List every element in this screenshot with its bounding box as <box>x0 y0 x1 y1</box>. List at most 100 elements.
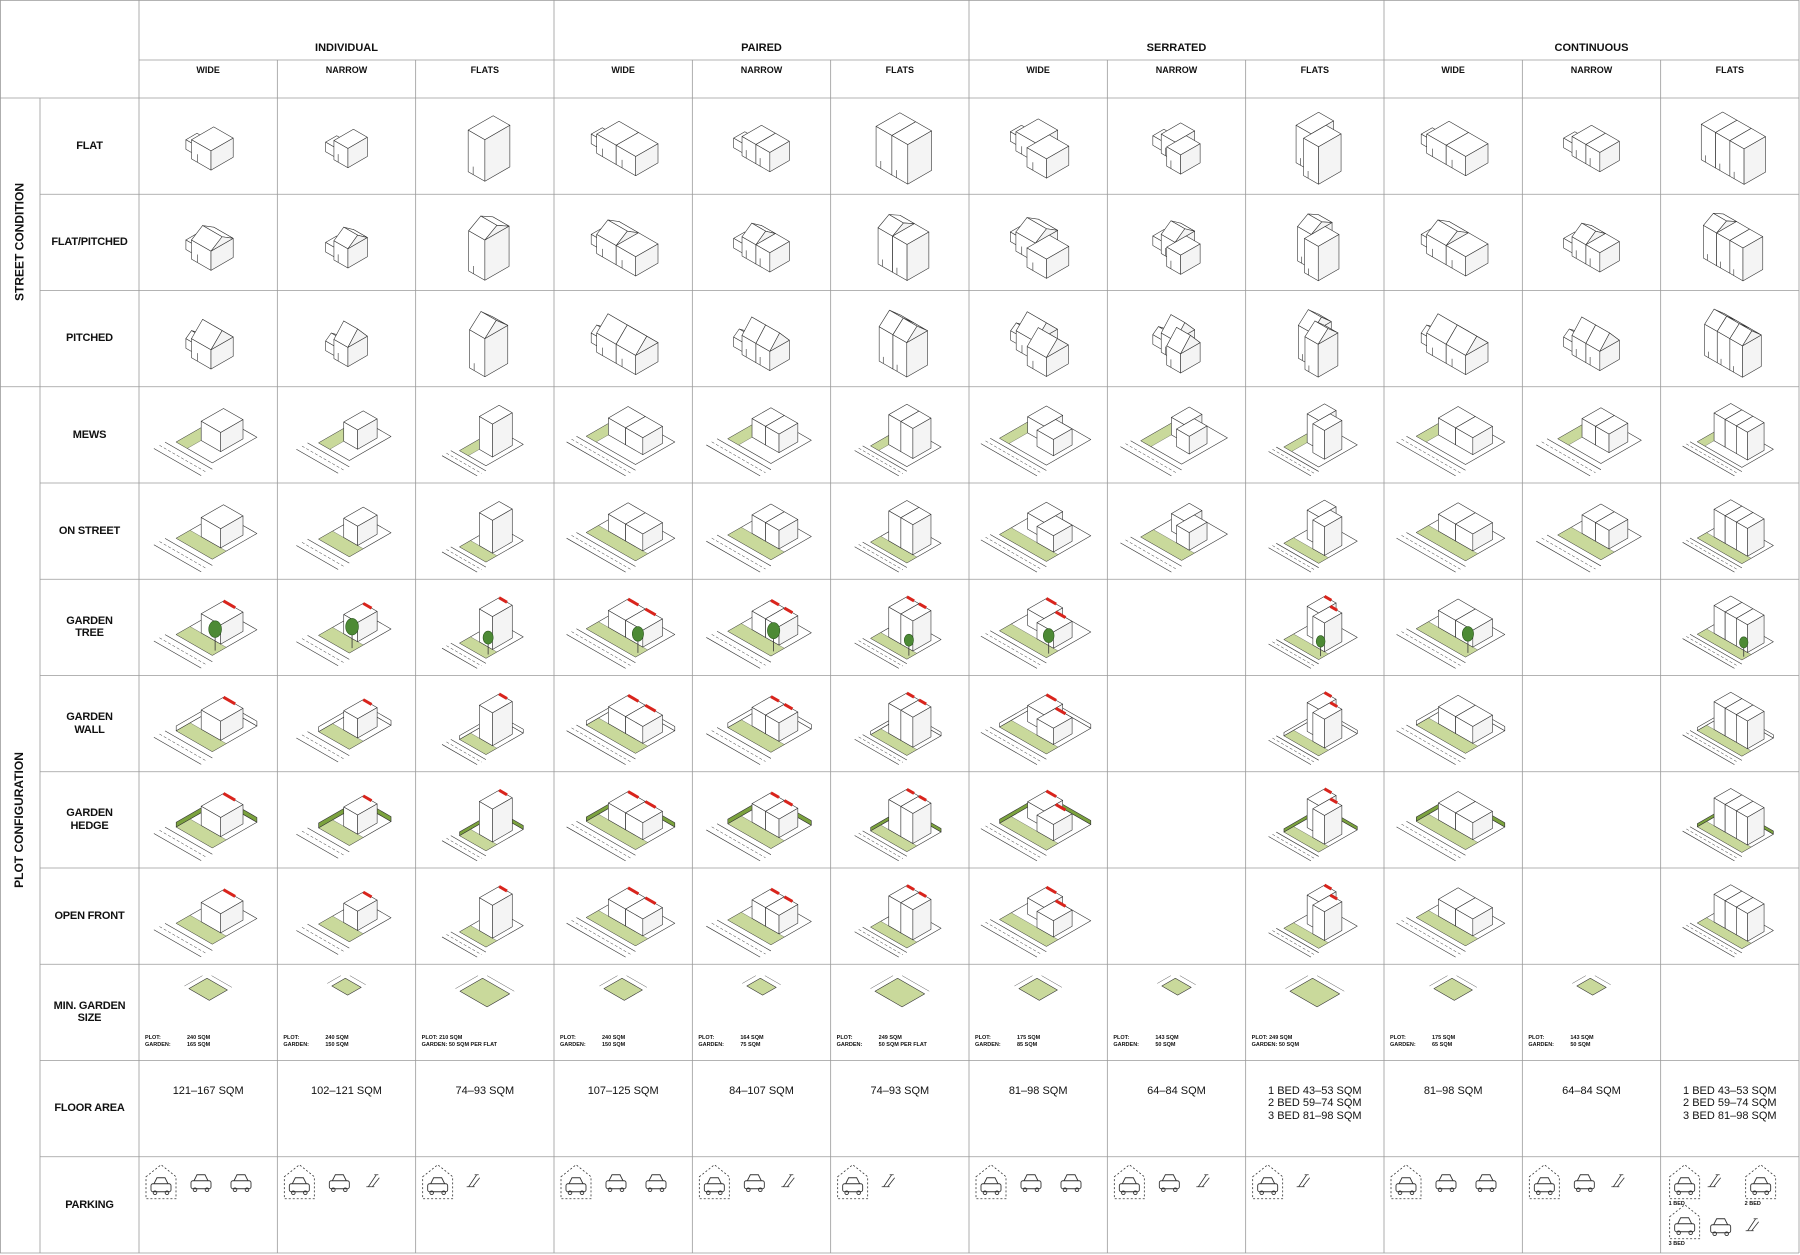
cell-drawing <box>742 975 781 996</box>
car-body <box>1533 1183 1555 1193</box>
car-wheel <box>619 1187 625 1193</box>
edge <box>153 929 202 958</box>
tree-crown <box>208 620 222 638</box>
column-label: NARROW <box>1570 64 1613 75</box>
edge <box>566 922 626 958</box>
car-wheel <box>1688 1230 1693 1235</box>
edge <box>1401 727 1461 763</box>
cell-drawing <box>980 597 1092 669</box>
shape <box>912 706 932 748</box>
car-wheel <box>1397 1190 1403 1196</box>
car-wheel <box>746 1187 751 1193</box>
cell-drawing <box>441 501 524 573</box>
cell-drawing <box>1120 406 1228 477</box>
garden-size-label: PLOT: <box>836 1034 853 1041</box>
car-wheel <box>1074 1187 1080 1193</box>
edge <box>783 799 794 807</box>
edge <box>858 832 903 859</box>
garden-size-label: GARDEN: <box>698 1041 724 1048</box>
shape <box>1053 813 1073 842</box>
shape <box>874 977 925 1008</box>
shape <box>1608 422 1629 453</box>
cell-drawing <box>185 126 234 171</box>
edge <box>159 926 207 954</box>
garden-size-label: GARDEN: 50 SQM PER FLAT <box>421 1041 498 1048</box>
cell-drawing <box>706 695 812 765</box>
shape <box>210 330 234 351</box>
shape <box>907 130 932 185</box>
cell-drawing <box>296 890 392 955</box>
shape <box>642 811 663 840</box>
edge <box>862 541 908 568</box>
tree-crown <box>482 630 494 645</box>
edge <box>296 641 339 667</box>
edge <box>1054 610 1067 619</box>
edge <box>296 737 339 763</box>
cell-drawing <box>441 885 524 958</box>
edge <box>1689 922 1743 954</box>
shape <box>1742 236 1764 282</box>
cell-drawing <box>325 128 368 168</box>
car-body <box>1674 1183 1696 1193</box>
garden-size-label: GARDEN: <box>283 1041 309 1048</box>
car-wheel <box>152 1190 158 1196</box>
tree-crown <box>1739 636 1749 649</box>
shape <box>769 332 790 352</box>
shape <box>1747 518 1765 557</box>
edge <box>1536 444 1591 477</box>
car-wheel <box>192 1187 198 1193</box>
edge <box>854 835 899 862</box>
shape <box>635 143 659 176</box>
cell-drawing <box>325 320 368 367</box>
bike <box>1745 1218 1759 1232</box>
tree-crown <box>631 626 644 642</box>
car-body <box>1435 1180 1457 1190</box>
shape <box>1736 906 1748 942</box>
garden-size-label: PLOT: <box>1528 1034 1545 1041</box>
edge <box>1272 930 1315 956</box>
shape <box>1324 612 1343 653</box>
cell-drawing <box>1297 213 1340 282</box>
edge <box>870 975 894 989</box>
car-body <box>1118 1183 1140 1193</box>
edge <box>711 922 766 955</box>
floor-area-line: 64–84 SQM <box>1147 1084 1206 1097</box>
shape <box>1317 328 1339 345</box>
edge <box>1572 975 1586 984</box>
column-label: NARROW <box>740 64 783 75</box>
cell-drawing <box>153 599 258 669</box>
edge <box>1456 975 1478 988</box>
edge <box>153 640 202 669</box>
car-roof <box>1121 1177 1137 1184</box>
shape <box>1713 701 1726 737</box>
cell-drawing <box>566 886 676 958</box>
garden-size-value: 175 SQM <box>1017 1034 1041 1041</box>
floor-area: 84–107 SQM <box>692 1085 830 1098</box>
edge <box>990 822 1047 856</box>
edge <box>1276 928 1319 953</box>
edge <box>1396 826 1456 862</box>
edge <box>1401 631 1461 666</box>
edge <box>1268 739 1312 765</box>
edge <box>576 724 636 760</box>
edge <box>571 823 631 859</box>
edge <box>1329 701 1338 708</box>
cell-drawing <box>1703 213 1764 282</box>
edge <box>301 830 344 856</box>
shape <box>492 797 513 843</box>
edge <box>858 929 903 956</box>
floor-area-line: 102–121 SQM <box>311 1084 382 1097</box>
edge <box>576 917 636 952</box>
cell-drawing <box>283 1164 380 1200</box>
cell-drawing <box>1536 503 1642 573</box>
cell-drawing <box>1563 316 1620 371</box>
car-roof <box>1023 1174 1039 1181</box>
car-wheel <box>1133 1190 1138 1196</box>
shape <box>1472 522 1493 552</box>
edge <box>858 736 903 763</box>
car-roof <box>1677 1217 1693 1224</box>
garden-size-value: 75 SQM <box>740 1041 761 1048</box>
cell-drawing <box>854 691 942 765</box>
edge <box>1689 826 1743 857</box>
cell-drawing <box>441 692 524 765</box>
